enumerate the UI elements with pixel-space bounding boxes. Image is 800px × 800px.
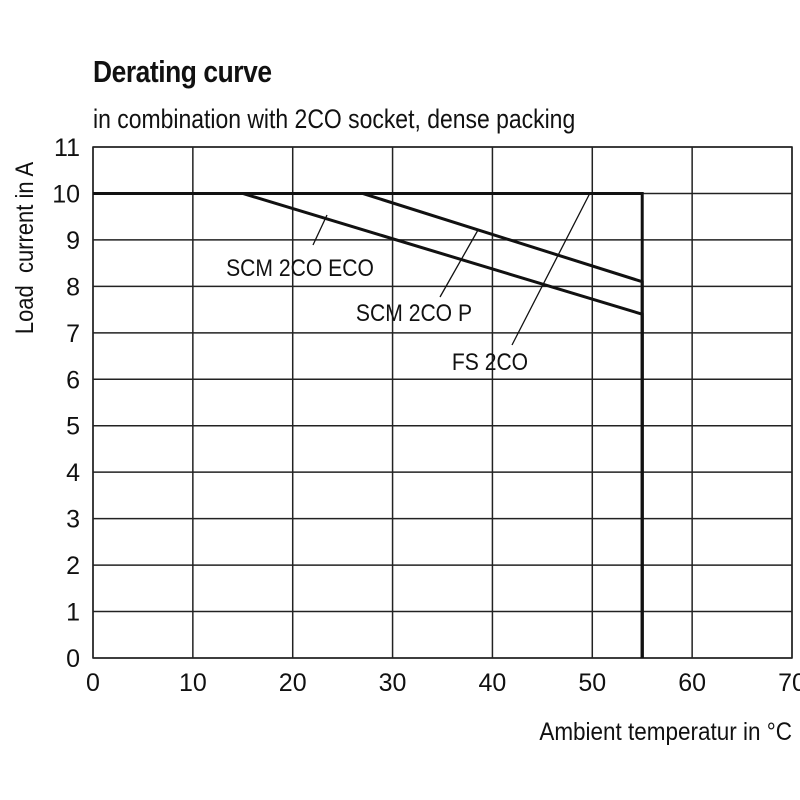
y-tick-label: 9	[66, 227, 80, 255]
y-tick-label: 4	[66, 459, 80, 487]
y-tick-label: 5	[66, 413, 80, 441]
y-tick-label: 6	[66, 366, 80, 394]
series-label: FS 2CO	[452, 349, 528, 376]
leader-line	[511, 192, 591, 346]
x-tick-label: 10	[179, 669, 207, 697]
x-tick-label: 0	[86, 669, 100, 697]
chart-title: Derating curve	[93, 54, 272, 89]
leader-line	[312, 214, 328, 246]
y-tick-label: 1	[66, 599, 80, 627]
series-label: SCM 2CO P	[356, 300, 472, 327]
y-tick-label: 0	[66, 645, 80, 673]
x-tick-label: 50	[578, 669, 606, 697]
x-tick-label: 30	[379, 669, 407, 697]
y-tick-label: 8	[66, 273, 80, 301]
plot-frame	[92, 146, 793, 659]
series-line-scm-2co-eco	[242, 192, 644, 658]
series-label: SCM 2CO ECO	[226, 255, 374, 282]
y-tick-label: 10	[52, 180, 80, 208]
x-tick-label: 60	[678, 669, 706, 697]
y-axis-label: Load current in A	[11, 162, 39, 335]
x-axis-label: Ambient temperatur in °C	[539, 718, 792, 746]
y-tick-label: 2	[66, 552, 80, 580]
chart-subtitle: in combination with 2CO socket, dense pa…	[93, 104, 576, 134]
x-tick-label: 40	[479, 669, 507, 697]
leader-line	[439, 229, 479, 298]
y-tick-label: 7	[66, 320, 80, 348]
x-tick-label: 20	[279, 669, 307, 697]
x-tick-label: 70	[778, 669, 800, 697]
y-tick-label: 3	[66, 506, 80, 534]
y-tick-label: 11	[54, 134, 80, 162]
